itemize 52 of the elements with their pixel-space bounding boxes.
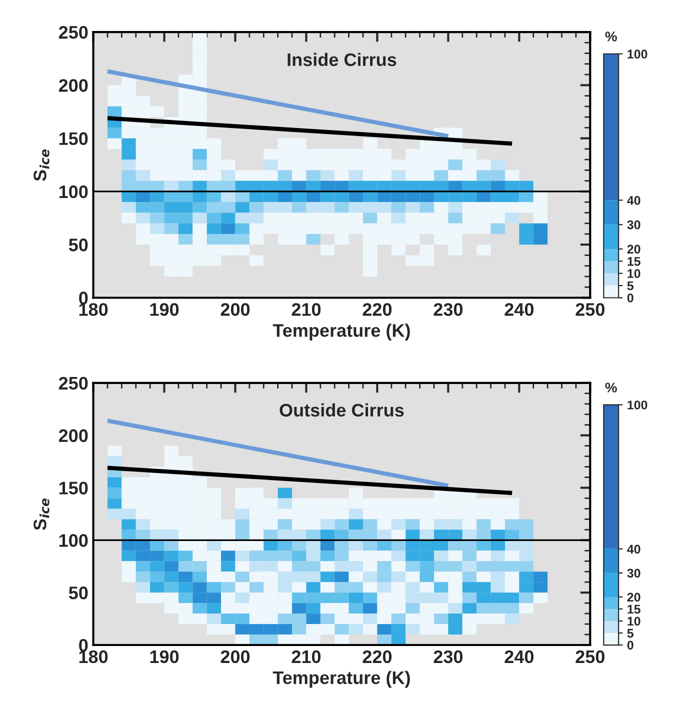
y-tick-label: 250 xyxy=(58,26,88,39)
x-tick-label: 210 xyxy=(292,303,321,316)
x-tick-label: 230 xyxy=(434,650,463,664)
x-tick-label: 220 xyxy=(362,650,392,664)
y-tick-label: 0 xyxy=(79,638,88,652)
color-bar-label: 20 xyxy=(627,244,640,254)
text: Inside Cirrus xyxy=(288,52,396,66)
color-bar-label: 100 xyxy=(628,400,648,410)
y-tick-label: 150 xyxy=(59,132,88,146)
y-tick-label: 250 xyxy=(58,376,88,390)
y-tick-label: 200 xyxy=(58,429,88,442)
color-bar-label: 15 xyxy=(628,257,640,266)
x-tick-label: 240 xyxy=(504,650,534,664)
x-tick-label: 200 xyxy=(220,650,250,664)
y-tick-label: 100 xyxy=(59,534,88,547)
x-axis-title: Temperature (K) xyxy=(272,324,410,340)
color-bar-label: 5 xyxy=(627,281,634,290)
y-tick-label: 150 xyxy=(59,482,88,494)
y-tick-label: 50 xyxy=(68,238,88,252)
color-bar-label: 100 xyxy=(628,50,648,59)
x-tick-label: 200 xyxy=(220,303,250,316)
y-tick-label: 100 xyxy=(59,185,88,198)
x-tick-label: 240 xyxy=(504,303,534,316)
y-axis-title: S$_{ice}$ xyxy=(34,498,50,530)
color-bar-label: 30 xyxy=(627,568,640,578)
x-tick-label: 190 xyxy=(150,650,179,664)
text: Outside Cirrus xyxy=(280,403,404,417)
color-bar-label: 30 xyxy=(627,220,640,230)
color-bar-title: % xyxy=(605,382,617,392)
x-tick-label: 180 xyxy=(79,303,108,316)
x-tick-label: 250 xyxy=(576,650,604,664)
y-axis-title: S$_{ice}$ xyxy=(34,149,50,181)
color-bar-label: 15 xyxy=(628,604,640,614)
color-bar-label: 40 xyxy=(627,544,640,554)
color-bar-label: 40 xyxy=(627,196,640,205)
color-bar-label: 0 xyxy=(627,640,634,650)
x-tick-label: 190 xyxy=(150,303,179,316)
y-tick-label: 200 xyxy=(58,79,88,92)
color-bar-label: 10 xyxy=(628,616,640,626)
x-tick-label: 210 xyxy=(292,650,321,664)
y-tick-label: 50 xyxy=(68,586,88,600)
x-axis-title: Temperature (K) xyxy=(272,670,410,688)
x-tick-label: 250 xyxy=(576,303,604,316)
color-bar-label: 0 xyxy=(627,294,634,302)
color-bar-label: 10 xyxy=(628,269,640,278)
x-tick-label: 180 xyxy=(79,650,108,664)
color-bar-title: % xyxy=(605,32,617,42)
y-tick-label: 0 xyxy=(79,292,88,304)
x-tick-label: 230 xyxy=(434,303,463,316)
color-bar-label: 5 xyxy=(627,628,634,638)
x-tick-label: 220 xyxy=(362,303,392,316)
color-bar-label: 20 xyxy=(627,592,640,602)
